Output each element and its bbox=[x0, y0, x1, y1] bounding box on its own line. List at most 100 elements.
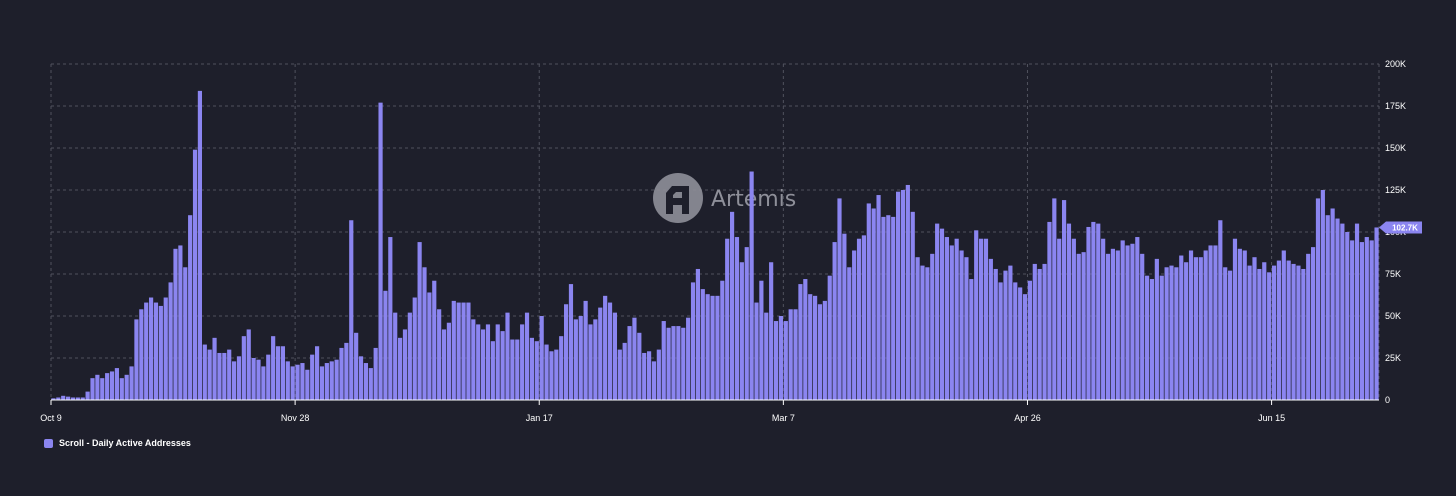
bar[interactable] bbox=[964, 257, 969, 400]
bar[interactable] bbox=[842, 233, 847, 400]
bar[interactable] bbox=[861, 235, 867, 400]
bar[interactable] bbox=[935, 223, 940, 400]
bar[interactable] bbox=[1096, 223, 1101, 400]
bar[interactable] bbox=[256, 359, 261, 400]
bar[interactable] bbox=[61, 395, 66, 400]
bar[interactable] bbox=[925, 267, 930, 400]
bar[interactable] bbox=[393, 312, 398, 400]
bar[interactable] bbox=[217, 352, 222, 400]
bar[interactable] bbox=[158, 305, 163, 400]
bar[interactable] bbox=[1193, 257, 1199, 400]
bar[interactable] bbox=[891, 216, 896, 400]
bar[interactable] bbox=[852, 250, 857, 400]
bar[interactable] bbox=[969, 279, 974, 400]
bar[interactable] bbox=[422, 267, 427, 400]
bar[interactable] bbox=[739, 262, 744, 400]
bar[interactable] bbox=[1032, 263, 1037, 400]
bar[interactable] bbox=[651, 361, 657, 400]
bar[interactable] bbox=[1047, 221, 1052, 400]
bar[interactable] bbox=[1306, 253, 1311, 400]
bar[interactable] bbox=[476, 324, 481, 400]
bar[interactable] bbox=[417, 242, 422, 400]
bar[interactable] bbox=[466, 302, 471, 400]
bar[interactable] bbox=[598, 307, 603, 400]
bar[interactable] bbox=[261, 366, 266, 400]
bar[interactable] bbox=[754, 302, 759, 400]
bar[interactable] bbox=[290, 366, 295, 400]
bar[interactable] bbox=[505, 312, 510, 400]
bar[interactable] bbox=[1213, 245, 1218, 400]
bar[interactable] bbox=[554, 349, 559, 400]
bar[interactable] bbox=[153, 302, 159, 400]
bar[interactable] bbox=[1374, 227, 1379, 400]
bar[interactable] bbox=[461, 302, 466, 400]
bar[interactable] bbox=[305, 369, 310, 400]
bar[interactable] bbox=[900, 190, 906, 400]
bar[interactable] bbox=[1027, 280, 1033, 400]
bar[interactable] bbox=[90, 378, 95, 400]
bar[interactable] bbox=[1091, 221, 1096, 400]
bar[interactable] bbox=[686, 317, 691, 400]
bar[interactable] bbox=[1257, 268, 1262, 400]
bar[interactable] bbox=[1237, 248, 1242, 400]
bar[interactable] bbox=[188, 215, 193, 400]
bar[interactable] bbox=[559, 336, 564, 400]
bar[interactable] bbox=[827, 275, 832, 400]
bar[interactable] bbox=[549, 351, 554, 400]
bar[interactable] bbox=[363, 363, 369, 400]
bar[interactable] bbox=[603, 295, 608, 400]
bar[interactable] bbox=[944, 237, 950, 400]
bar[interactable] bbox=[85, 391, 90, 400]
bar[interactable] bbox=[573, 319, 578, 400]
bar[interactable] bbox=[1232, 238, 1238, 400]
bar[interactable] bbox=[388, 237, 393, 400]
bar[interactable] bbox=[1276, 260, 1282, 400]
bar[interactable] bbox=[798, 284, 803, 400]
bar[interactable] bbox=[319, 366, 325, 400]
bar[interactable] bbox=[1262, 262, 1267, 400]
bar[interactable] bbox=[1086, 226, 1091, 400]
bar[interactable] bbox=[1242, 250, 1247, 400]
bar[interactable] bbox=[285, 361, 290, 400]
bar[interactable] bbox=[910, 211, 915, 400]
bar[interactable] bbox=[148, 297, 154, 400]
bar[interactable] bbox=[881, 216, 886, 400]
bar[interactable] bbox=[471, 319, 476, 400]
bar[interactable] bbox=[1164, 267, 1169, 400]
bar[interactable] bbox=[212, 337, 217, 400]
bar[interactable] bbox=[993, 268, 998, 400]
bar[interactable] bbox=[485, 324, 491, 400]
bar[interactable] bbox=[930, 253, 935, 400]
bar[interactable] bbox=[329, 361, 334, 400]
bar[interactable] bbox=[207, 349, 212, 400]
bar[interactable] bbox=[456, 302, 461, 400]
bar[interactable] bbox=[100, 378, 105, 400]
bar[interactable] bbox=[832, 242, 837, 400]
bar[interactable] bbox=[51, 398, 56, 400]
bar[interactable] bbox=[1125, 245, 1130, 400]
bar[interactable] bbox=[500, 331, 505, 400]
bar[interactable] bbox=[632, 317, 637, 400]
bar[interactable] bbox=[1359, 242, 1365, 400]
bar[interactable] bbox=[1281, 250, 1286, 400]
bar[interactable] bbox=[534, 341, 539, 400]
bar[interactable] bbox=[793, 309, 798, 400]
bar[interactable] bbox=[886, 215, 891, 400]
bar[interactable] bbox=[817, 304, 823, 400]
bar[interactable] bbox=[246, 329, 251, 400]
bar[interactable] bbox=[1301, 268, 1306, 400]
bar[interactable] bbox=[822, 300, 827, 400]
bar[interactable] bbox=[671, 326, 676, 400]
bar[interactable] bbox=[1042, 263, 1047, 400]
bar[interactable] bbox=[520, 324, 525, 400]
bar[interactable] bbox=[700, 289, 705, 400]
bar[interactable] bbox=[1003, 270, 1008, 400]
bar[interactable] bbox=[1052, 198, 1057, 400]
bar[interactable] bbox=[197, 90, 203, 400]
bar[interactable] bbox=[803, 279, 808, 400]
bar[interactable] bbox=[1105, 253, 1111, 400]
bar[interactable] bbox=[1110, 248, 1116, 400]
bar[interactable] bbox=[1335, 218, 1340, 400]
bar[interactable] bbox=[1081, 252, 1086, 400]
bar[interactable] bbox=[544, 344, 549, 400]
